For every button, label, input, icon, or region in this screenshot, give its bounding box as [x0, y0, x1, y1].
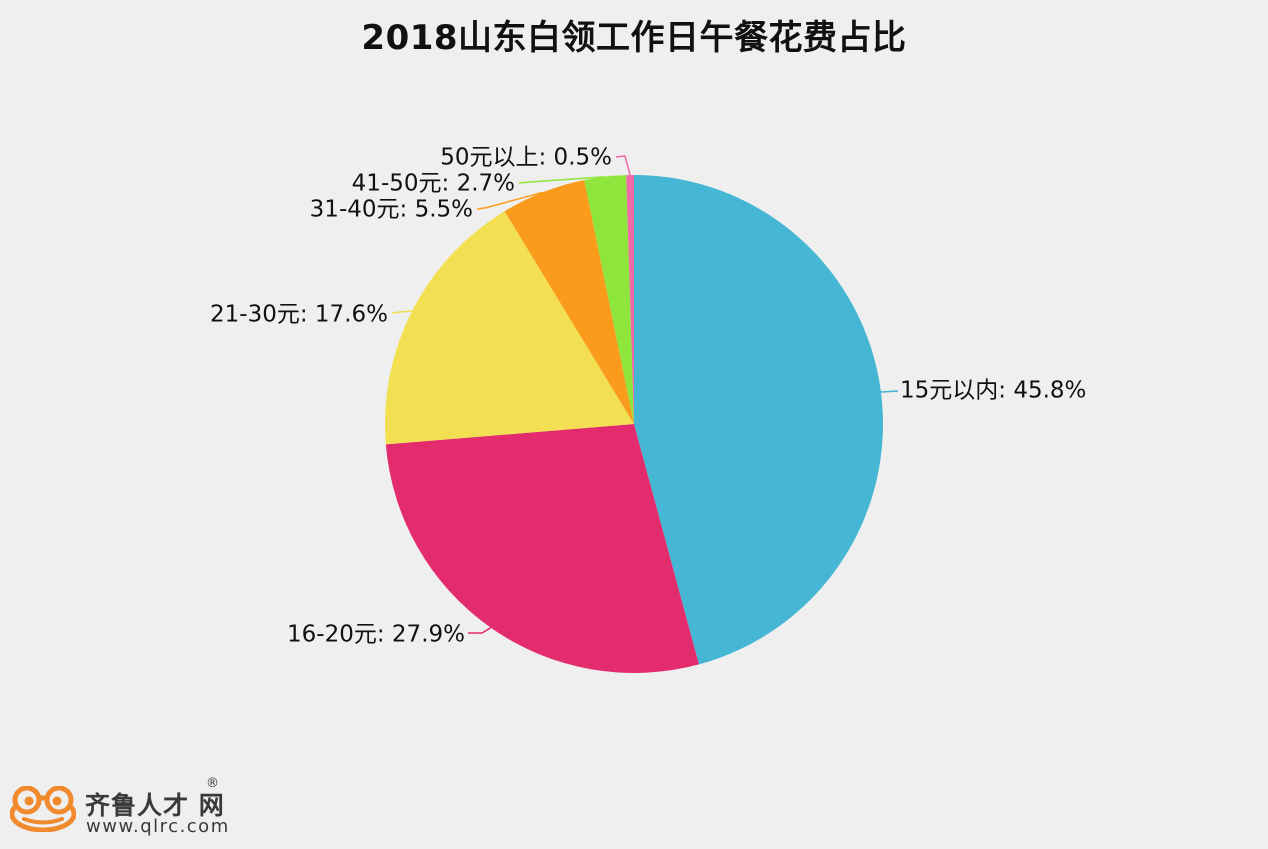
registered-mark: ® [206, 776, 219, 791]
pie-leader-line-6 [615, 155, 631, 176]
pie-leader-line-1 [880, 390, 899, 393]
pie-label-3: 21-30元: 17.6% [210, 302, 388, 328]
pie-leader-line-5 [518, 175, 606, 184]
pie-label-4: 31-40元: 5.5% [310, 197, 473, 223]
pie-label-5: 41-50元: 2.7% [352, 171, 515, 197]
pie-labels: 15元以内: 45.8% 16-20元: 27.9% 21-30元: 17.6% 31… [210, 145, 1086, 648]
pie-slice-4 [504, 180, 634, 424]
pie-slice-3 [384, 211, 634, 445]
pie-slice-1 [634, 175, 884, 665]
pie-label-2: 16-20元: 27.9% [287, 622, 465, 648]
pie-leader-lines [391, 155, 899, 634]
brand-url: www.qlrc.com [86, 816, 230, 837]
watermark-logo: 齐鲁人才 网 ® www.qlrc.com [10, 776, 260, 840]
pie-slice-5 [584, 175, 634, 424]
pie-slice-6 [626, 174, 634, 424]
pie-label-1: 15元以内: 45.8% [900, 378, 1086, 404]
pie-leader-line-2 [468, 627, 492, 634]
pie-leader-line-4 [476, 191, 544, 210]
pie-leader-line-3 [391, 310, 413, 314]
chart-title: 2018山东白领工作日午餐花费占比 [361, 18, 907, 58]
brand-name: 齐鲁人才 网 [85, 791, 225, 820]
frog-logo-icon [10, 786, 76, 832]
pie-slice-2 [385, 424, 699, 674]
pie-slices [384, 174, 884, 674]
pie-label-6: 50元以上: 0.5% [440, 145, 612, 171]
